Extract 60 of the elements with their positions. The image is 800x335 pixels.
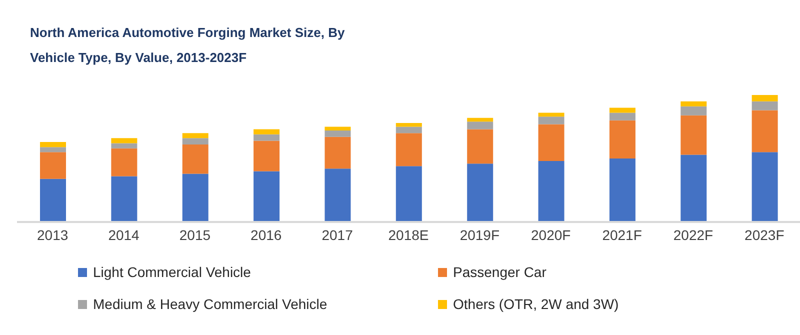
bar xyxy=(467,129,494,164)
x-tick-label: 2013 xyxy=(37,226,68,243)
x-tick-label: 2014 xyxy=(108,226,140,243)
bar xyxy=(467,122,494,130)
bar xyxy=(324,136,351,169)
bar xyxy=(111,138,138,144)
bar xyxy=(396,166,422,222)
x-tick-label: 2023F xyxy=(744,226,784,243)
legend-label: Others (OTR, 2W and 3W) xyxy=(453,296,619,312)
bar xyxy=(609,158,636,222)
chart-title: North America Automotive Forging Market Size, By Vehicle Type, By Value, 2013-2023F xyxy=(30,24,346,67)
bar xyxy=(538,124,564,162)
legend-label: Light Commercial Vehicle xyxy=(93,264,251,280)
bar xyxy=(609,120,636,158)
bar xyxy=(254,140,280,172)
x-tick-label: 2016 xyxy=(250,226,282,243)
bar xyxy=(254,134,280,141)
bar xyxy=(324,126,351,131)
bar xyxy=(396,133,422,166)
bar xyxy=(396,126,422,134)
bar xyxy=(40,142,66,148)
bar xyxy=(538,161,564,222)
x-tick-label: 2021F xyxy=(602,226,642,243)
bar xyxy=(752,95,778,102)
bar xyxy=(680,106,707,116)
bar xyxy=(40,147,66,152)
legend-label: Passenger Car xyxy=(453,264,546,280)
bar xyxy=(752,110,778,152)
bar xyxy=(182,138,208,145)
bar xyxy=(111,143,138,148)
bar xyxy=(680,115,707,155)
bar xyxy=(182,133,208,138)
bar xyxy=(324,168,351,222)
bar xyxy=(254,171,280,222)
bar xyxy=(396,122,422,127)
bar xyxy=(111,148,138,176)
x-tick-label: 2015 xyxy=(179,226,211,243)
x-tick-label: 2019F xyxy=(460,226,500,243)
bar xyxy=(538,116,564,124)
bar xyxy=(40,178,66,222)
bar xyxy=(254,129,280,134)
x-tick-label: 2022F xyxy=(673,226,714,243)
bar xyxy=(752,101,778,110)
x-tick-label: 2017 xyxy=(322,226,354,243)
x-tick-label: 2020F xyxy=(531,226,571,243)
bar xyxy=(609,108,636,113)
bar xyxy=(467,118,494,122)
legend-label: Medium & Heavy Commercial Vehicle xyxy=(93,296,328,312)
bar xyxy=(182,144,208,174)
bar xyxy=(680,154,707,222)
bar xyxy=(111,176,138,222)
bar xyxy=(324,130,351,137)
bar xyxy=(680,101,707,106)
bar xyxy=(182,174,208,222)
bar xyxy=(538,112,564,117)
bar xyxy=(752,152,778,222)
bar xyxy=(467,164,494,222)
bar xyxy=(40,152,66,179)
x-tick-label: 2018E xyxy=(388,226,429,243)
bar xyxy=(609,112,636,120)
